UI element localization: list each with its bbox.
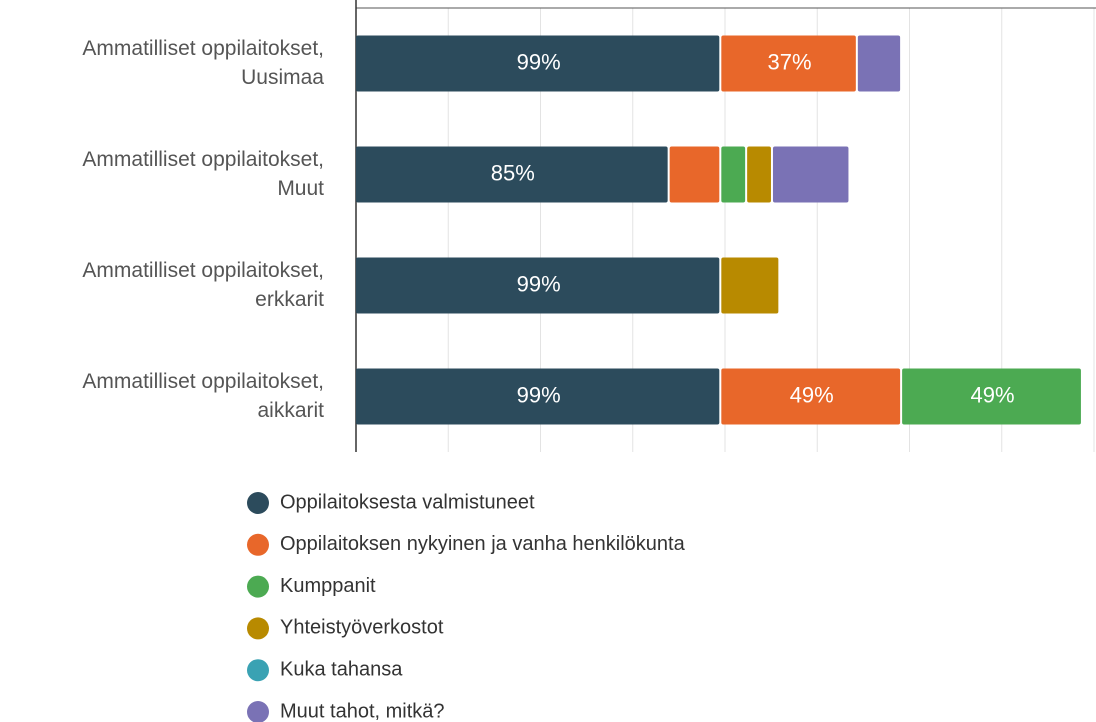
bar-segment [669, 146, 720, 203]
bar-segment [356, 368, 720, 425]
legend-marker [247, 533, 269, 556]
value-label: 49% [790, 382, 834, 407]
category-label: Ammatilliset oppilaitokset, Muut [82, 147, 324, 200]
category-label: Ammatilliset oppilaitokset, erkkarit [82, 258, 324, 311]
bar-segment [772, 146, 849, 203]
legend-marker [247, 701, 269, 722]
legend-marker [247, 659, 269, 682]
legend-label: Kumppanit [280, 575, 376, 597]
value-label: 99% [517, 271, 561, 296]
legend-label: Muut tahot, mitkä? [280, 700, 445, 722]
value-label: 49% [971, 382, 1015, 407]
legend-marker [247, 492, 269, 514]
legend-label: Oppilaitoksesta valmistuneet [280, 491, 535, 513]
bar-segment [721, 35, 856, 92]
value-label: 99% [517, 49, 561, 74]
legend-label: Kuka tahansa [280, 658, 403, 680]
bar-segment [721, 257, 779, 314]
bar-segment [902, 368, 1081, 425]
bar-segment [721, 368, 901, 425]
value-label: 85% [491, 160, 535, 185]
bar-segment [747, 146, 771, 203]
legend-marker [247, 575, 269, 598]
legend-marker [247, 617, 269, 640]
bar-segment [356, 146, 668, 203]
bar-segment [857, 35, 901, 92]
bar-segment [356, 35, 720, 92]
category-label: Ammatilliset oppilaitokset, aikkarit [82, 369, 324, 422]
bar-segment [721, 146, 746, 203]
bar-segment [356, 257, 720, 314]
legend-label: Oppilaitoksen nykyinen ja vanha henkilök… [280, 533, 686, 555]
value-label: 37% [768, 49, 812, 74]
value-label: 99% [517, 382, 561, 407]
legend-label: Yhteistyöverkostot [280, 617, 444, 639]
category-label: Ammatilliset oppilaitokset, Uusimaa [82, 36, 324, 89]
